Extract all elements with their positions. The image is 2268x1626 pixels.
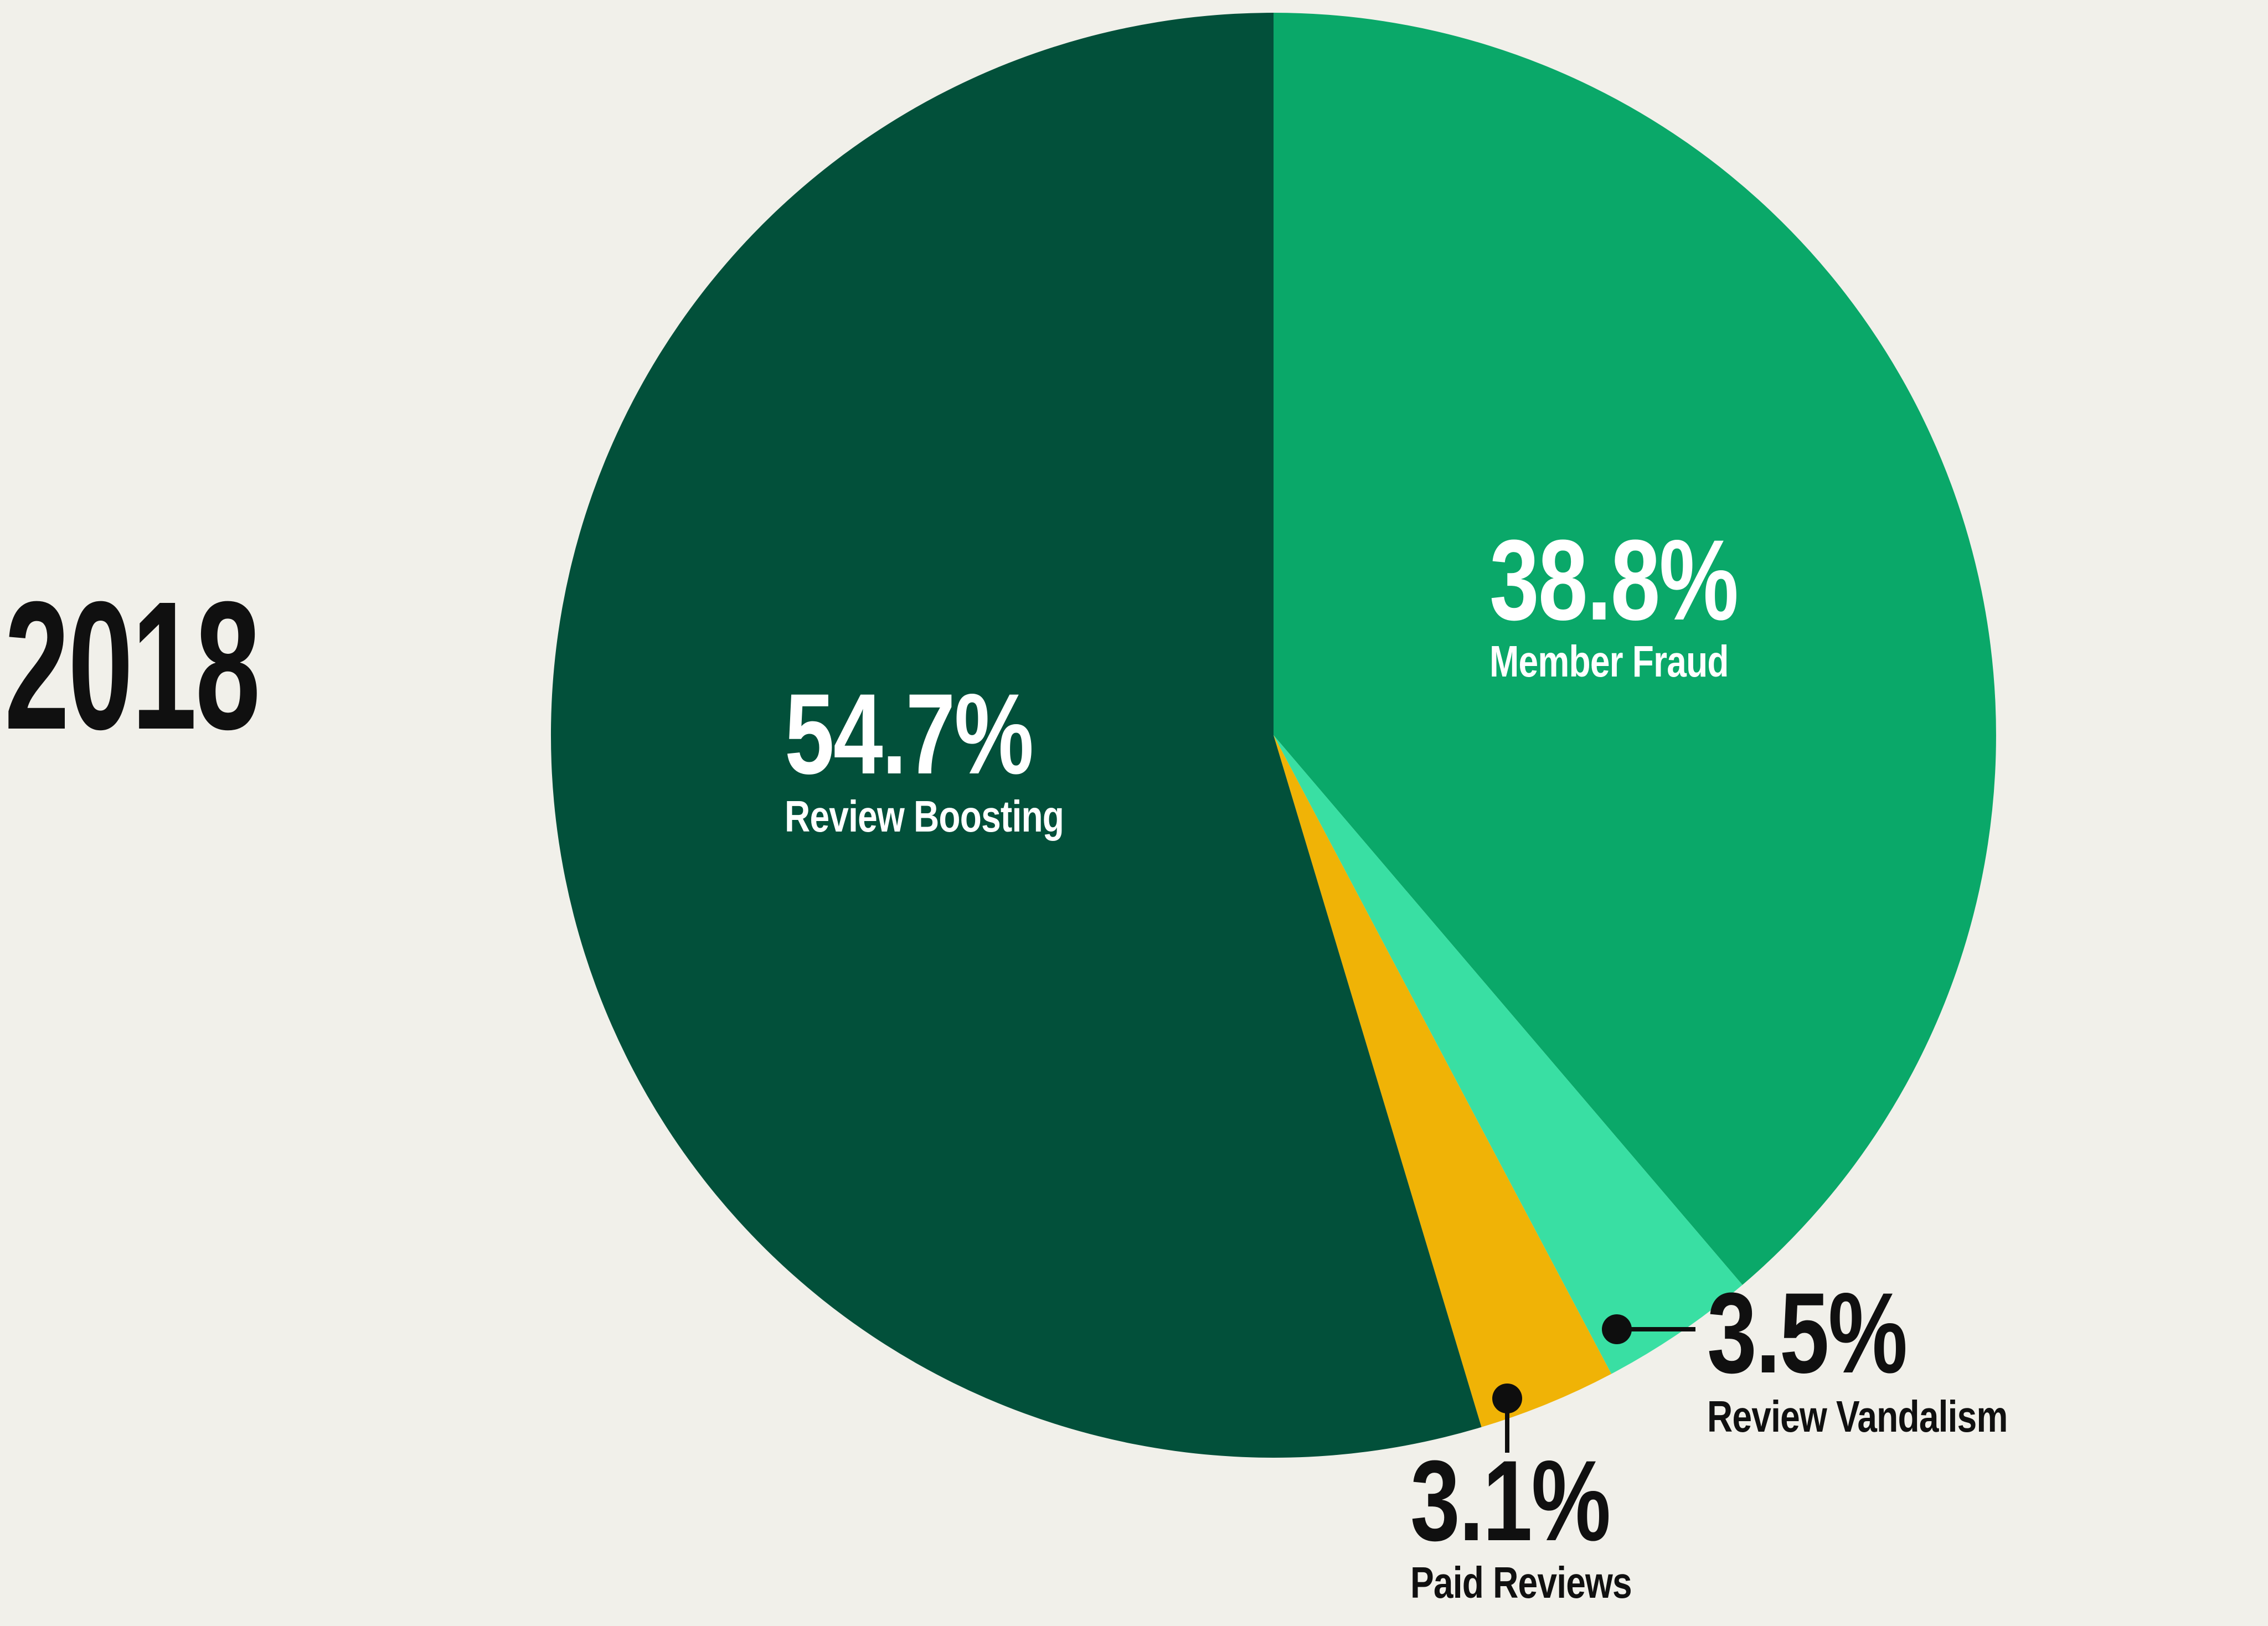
callout-dot-review-vandalism bbox=[1602, 1314, 1632, 1344]
pie-slice-review-vandalism bbox=[1274, 735, 1743, 1374]
slice-value-paid-reviews: 3.1% bbox=[1410, 1437, 1611, 1565]
slice-label-review-vandalism: Review Vandalism bbox=[1707, 1392, 2008, 1441]
callout-line-paid-reviews bbox=[1505, 1398, 1509, 1453]
slice-value-member-fraud: 38.8% bbox=[1489, 516, 1739, 644]
pie-slice-member-fraud bbox=[1274, 13, 1996, 1285]
pie-slice-paid-reviews bbox=[1274, 735, 1612, 1427]
year-label-text: 2018 bbox=[4, 563, 260, 767]
slice-label-paid-reviews: Paid Reviews bbox=[1410, 1558, 1632, 1607]
slice-label-member-fraud: Member Fraud bbox=[1489, 637, 1729, 686]
slice-value-review-vandalism: 3.5% bbox=[1707, 1269, 1908, 1397]
slice-label-review-boosting: Review Boosting bbox=[785, 792, 1064, 841]
year-label: 2018 bbox=[4, 574, 402, 757]
slice-value-review-boosting: 54.7% bbox=[785, 670, 1034, 798]
callout-dot-paid-reviews bbox=[1492, 1384, 1522, 1413]
pie-slice-review-boosting bbox=[550, 12, 1482, 1458]
callout-line-review-vandalism bbox=[1617, 1327, 1695, 1331]
